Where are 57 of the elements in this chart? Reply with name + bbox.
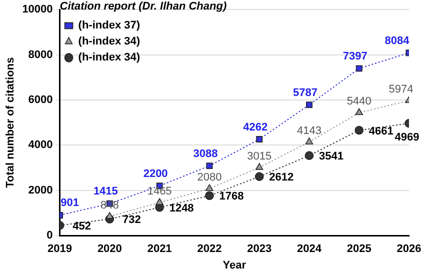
legend-label: (h-index 34) (78, 36, 140, 48)
data-label: 3541 (318, 150, 344, 163)
point (106, 212, 114, 219)
point (305, 138, 314, 144)
x-tick-label: 2019 (48, 243, 72, 256)
point (256, 136, 263, 143)
legend-label: (h-index 37) (78, 20, 140, 32)
x-tick-label: 2021 (147, 243, 172, 256)
point (254, 172, 264, 181)
legend-title: Citation report (Dr. Ilhan Chang) (60, 0, 227, 13)
x-tick-label: 2025 (346, 243, 372, 256)
data-label: 4661 (368, 125, 394, 138)
point (306, 102, 312, 108)
y-axis-title: Total number of citations (4, 57, 17, 188)
y-tick-label: 2000 (28, 184, 53, 196)
data-label: 1248 (169, 202, 194, 214)
x-tick-label: 2020 (97, 243, 122, 256)
y-tick-label: 6000 (28, 94, 53, 106)
legend-label: (h-index 34) (78, 52, 140, 64)
x-tick-label: 2023 (247, 243, 272, 256)
x-tick-label: 2024 (296, 243, 322, 256)
data-label: 4143 (296, 124, 322, 137)
point (206, 184, 214, 191)
x-axis-title: Year (222, 259, 247, 272)
data-label: 2612 (269, 172, 294, 184)
data-label: 5787 (292, 86, 318, 99)
data-label: 8084 (384, 34, 410, 47)
y-tick-label: 4000 (28, 139, 53, 152)
data-label: 3088 (193, 148, 218, 160)
x-tick-label: 2022 (197, 243, 222, 256)
point (356, 65, 362, 72)
data-label: 2200 (143, 168, 168, 180)
data-label: 1768 (219, 190, 244, 203)
point (255, 163, 264, 170)
data-label: 7397 (342, 50, 368, 62)
y-tick-label: 0 (46, 230, 53, 242)
point (205, 191, 214, 200)
y-tick-label: 10000 (22, 4, 53, 16)
data-label: 5974 (388, 84, 414, 96)
point (304, 151, 314, 160)
data-label: 5440 (346, 96, 372, 108)
data-label: 848 (100, 199, 119, 212)
data-label: 2080 (197, 172, 222, 184)
point (354, 126, 364, 135)
point (206, 162, 213, 170)
data-label: 452 (72, 220, 91, 232)
data-label: 1415 (93, 186, 118, 198)
point (156, 198, 164, 205)
data-label: 4262 (243, 121, 268, 134)
y-tick-label: 8000 (28, 48, 53, 61)
point (355, 108, 363, 116)
data-label: 901 (60, 197, 79, 210)
data-label: 732 (122, 214, 141, 226)
data-label: 4969 (394, 131, 420, 144)
data-label: 1465 (147, 185, 172, 198)
x-tick-label: 2026 (396, 243, 422, 256)
data-label: 3015 (247, 150, 272, 162)
